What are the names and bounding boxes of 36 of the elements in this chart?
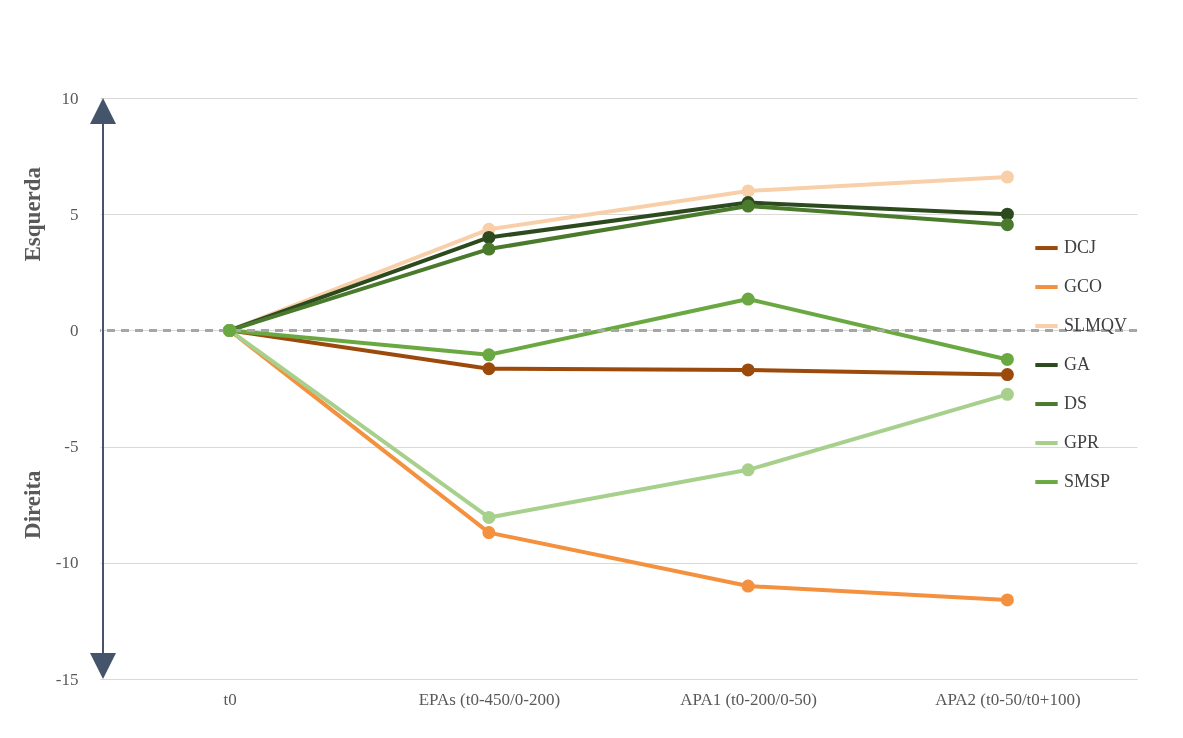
- point: [1000, 218, 1014, 232]
- x-tick-label: EPAs (t0-450/0-200): [418, 689, 561, 709]
- text: Esquerda: [20, 166, 45, 262]
- x-tick-label: t0: [223, 689, 237, 709]
- y-tick-label: -5: [64, 437, 79, 457]
- point: [1000, 352, 1014, 366]
- y-tick-label: 0: [70, 320, 79, 340]
- point: [1000, 170, 1014, 184]
- y-tick-label: 10: [61, 88, 79, 108]
- legend-label: GCO: [1064, 276, 1103, 297]
- point: [741, 184, 755, 198]
- y-tick-label: -15: [55, 669, 79, 689]
- point: [482, 242, 496, 256]
- x-tick-label: APA2 (t0-50/t0+100): [935, 689, 1081, 709]
- legend-label: SMSP: [1064, 471, 1111, 492]
- text: Direita: [20, 469, 45, 539]
- point: [482, 526, 496, 540]
- point: [741, 292, 755, 306]
- legend-label: GA: [1064, 354, 1090, 375]
- point: [1000, 368, 1014, 382]
- legend-label: DS: [1064, 393, 1088, 414]
- point: [741, 363, 755, 377]
- point: [741, 463, 755, 477]
- point: [482, 348, 496, 362]
- point: [741, 579, 755, 593]
- point: [482, 510, 496, 524]
- point: [482, 362, 496, 376]
- legend-label: SLMQV: [1064, 315, 1128, 336]
- y-tick-label: 5: [70, 204, 79, 224]
- point: [482, 230, 496, 244]
- point: [1000, 593, 1014, 607]
- legend-label: GPR: [1064, 432, 1100, 453]
- point: [1000, 387, 1014, 401]
- x-tick-label: APA1 (t0-200/0-50): [680, 689, 818, 709]
- legend-label: DCJ: [1064, 237, 1097, 258]
- y-tick-label: -10: [55, 553, 79, 573]
